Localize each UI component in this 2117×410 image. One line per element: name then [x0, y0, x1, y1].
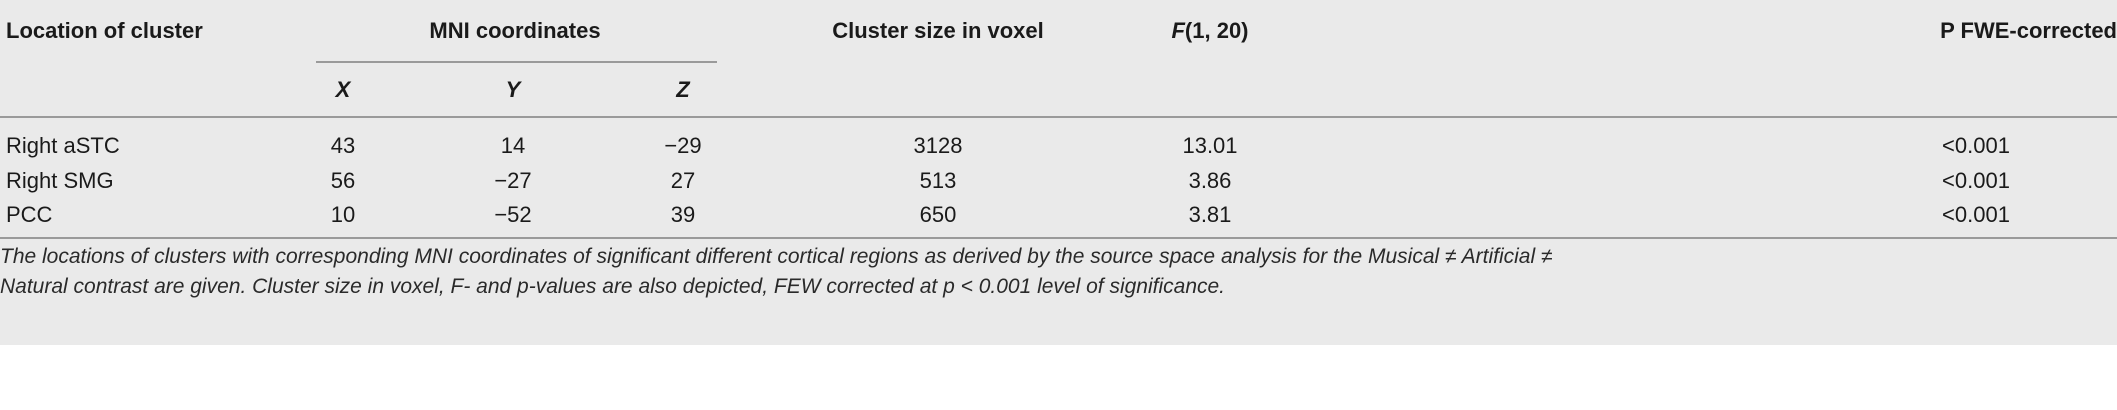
row2-z: 27 — [670, 168, 696, 193]
header-location: Location of cluster — [6, 18, 203, 43]
footnote-line-1: The locations of clusters with correspon… — [0, 245, 1553, 268]
header-f-statistic: F(1, 20) — [1171, 17, 1248, 45]
mni-subheader-rule — [316, 61, 717, 63]
row1-z: −29 — [664, 133, 702, 158]
row3-z: 39 — [670, 202, 696, 227]
footnote-line-2: Natural contrast are given. Cluster size… — [0, 275, 1226, 298]
header-x: X — [335, 77, 351, 102]
header-z: Z — [676, 77, 690, 102]
row1-y: 14 — [500, 133, 526, 158]
header-p-fwe: P FWE-corrected — [1940, 18, 2117, 43]
header-mni-coordinates: MNI coordinates — [429, 18, 601, 43]
row1-f-value: 13.01 — [1182, 133, 1238, 158]
row2-x: 56 — [330, 168, 356, 193]
row2-cluster-size: 513 — [919, 168, 957, 193]
row1-p-value: <0.001 — [1942, 133, 2010, 158]
row3-cluster-size: 650 — [919, 202, 957, 227]
header-f-df: (1, 20) — [1184, 18, 1249, 43]
row1-x: 43 — [330, 133, 356, 158]
row2-p-value: <0.001 — [1942, 168, 2010, 193]
row3-f-value: 3.81 — [1188, 202, 1232, 227]
row3-p-value: <0.001 — [1942, 202, 2010, 227]
row2-location: Right SMG — [6, 168, 114, 193]
table-bottom-rule — [0, 237, 2117, 239]
header-f-letter: F — [1171, 18, 1185, 43]
header-cluster-size: Cluster size in voxel — [832, 18, 1044, 43]
table-footnote: The locations of clusters with correspon… — [0, 242, 2117, 302]
header-bottom-rule — [0, 116, 2117, 118]
header-y: Y — [505, 77, 521, 102]
row3-location: PCC — [6, 202, 53, 227]
row1-location: Right aSTC — [6, 133, 120, 158]
row1-cluster-size: 3128 — [913, 133, 963, 158]
row3-y: −52 — [494, 202, 532, 227]
row3-x: 10 — [330, 202, 356, 227]
row2-f-value: 3.86 — [1188, 168, 1232, 193]
row2-y: −27 — [494, 168, 532, 193]
results-table: Location of cluster MNI coordinates X Y … — [0, 0, 2117, 345]
